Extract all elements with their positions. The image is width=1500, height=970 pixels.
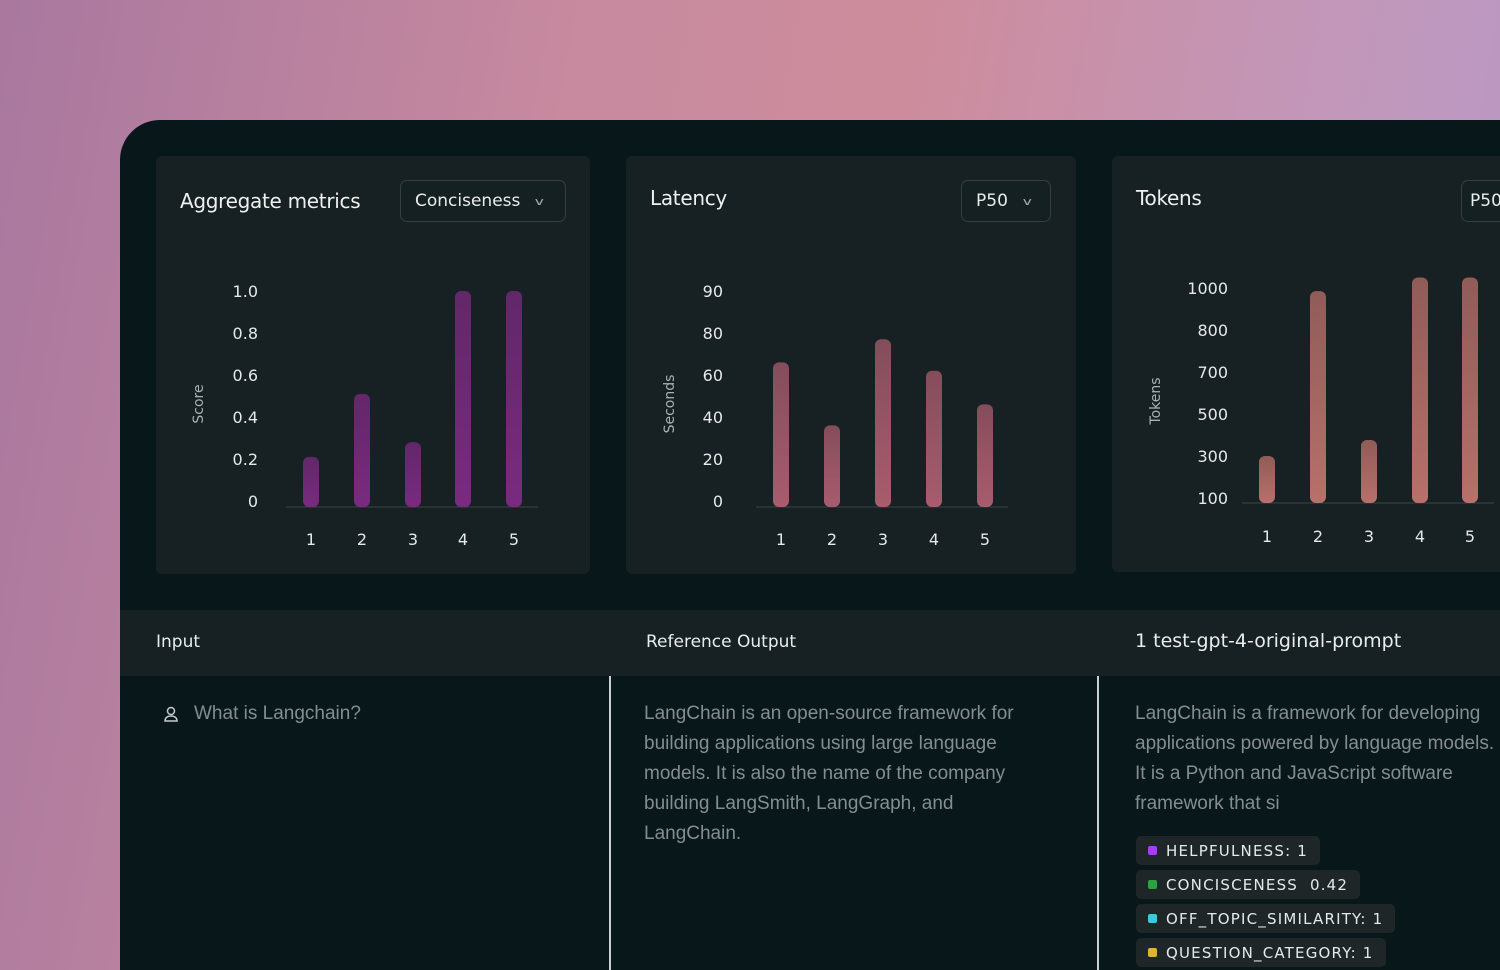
status-dot	[1148, 914, 1157, 923]
bar-chart: 0 0.2 0.4 0.6 0.8 1.0 Score 1 2 3 4 5	[191, 282, 538, 549]
bar-3[interactable]	[875, 339, 891, 507]
status-dot	[1148, 846, 1157, 855]
column-divider	[1097, 676, 1099, 970]
user-icon	[164, 706, 178, 722]
chevron-down-icon: v	[1022, 194, 1032, 208]
y-tick-label: 80	[703, 324, 723, 343]
column-header-input: Input	[156, 632, 201, 652]
bar-5[interactable]	[1462, 277, 1478, 504]
y-tick-label: 700	[1197, 363, 1228, 382]
y-tick-label: 0.4	[233, 408, 258, 427]
y-tick-label: 0.8	[233, 324, 258, 343]
x-tick-label: 2	[827, 530, 837, 549]
y-tick-label: 100	[1197, 489, 1228, 508]
app-panel: Aggregate metrics Conciseness v 0 0.2 0.4 0.…	[120, 120, 1500, 970]
x-tick-label: 5	[509, 530, 519, 549]
feedback-badge-off-topic-similarity[interactable]: OFF_TOPIC_SIMILARITY: 1	[1136, 904, 1396, 933]
y-tick-label: 40	[703, 408, 723, 427]
bar-4[interactable]	[926, 370, 942, 507]
bar-2[interactable]	[1310, 291, 1326, 503]
bar-1[interactable]	[303, 456, 319, 507]
x-tick-label: 3	[878, 530, 888, 549]
x-tick-label: 5	[980, 530, 990, 549]
bar-4[interactable]	[1412, 277, 1428, 504]
badge-label: HELPFULNESS: 1	[1166, 841, 1309, 860]
tokens-card: Tokens P50 100 300 500 700 800 1000 Tokens 1 2 3 4…	[1112, 156, 1500, 572]
table-header: Input Reference Output 1 test-gpt-4-orig…	[120, 610, 1500, 676]
column-header-experiment[interactable]: 1 test-gpt-4-original-prompt	[1135, 630, 1402, 652]
y-tick-label: 0	[248, 492, 258, 511]
bar-2[interactable]	[824, 425, 840, 507]
status-dot	[1148, 948, 1157, 957]
y-tick-label: 300	[1197, 447, 1228, 466]
bar-2[interactable]	[354, 393, 370, 507]
tokens-percentile-select[interactable]: P50	[1461, 180, 1500, 222]
y-tick-label: 1000	[1187, 279, 1228, 298]
x-tick-label: 3	[408, 530, 418, 549]
column-divider	[609, 676, 611, 970]
badge-label: OFF_TOPIC_SIMILARITY: 1	[1166, 909, 1384, 928]
bar-5[interactable]	[977, 404, 993, 507]
bar-4[interactable]	[455, 291, 471, 507]
experiment-output-text: LangChain is a framework for developing …	[1135, 703, 1495, 814]
bar-chart: 0 20 40 60 80 90 Seconds 1 2 3 4 5	[662, 282, 1008, 549]
y-tick-label: 800	[1197, 321, 1228, 340]
latency-card: Latency P50 v 0 20 40 60 80 90 Seconds 1 2 3 4 5	[626, 156, 1076, 574]
y-tick-label: 20	[703, 450, 723, 469]
badge-label: CONCISCENESS 0.42	[1166, 875, 1349, 894]
y-tick-label: 0.6	[233, 366, 258, 385]
x-tick-label: 2	[357, 530, 367, 549]
table-row-input: What is Langchain?	[162, 699, 361, 729]
y-axis-label: Score	[191, 384, 207, 423]
metric-select[interactable]: Conciseness v	[400, 180, 566, 222]
y-tick-label: 0.2	[233, 450, 258, 469]
feedback-badge-conciseness[interactable]: CONCISCENESS 0.42	[1136, 870, 1361, 899]
select-value: Conciseness	[415, 191, 521, 211]
x-tick-label: 1	[1262, 527, 1272, 546]
select-value: P50	[1470, 191, 1500, 211]
x-tick-label: 5	[1465, 527, 1475, 546]
feedback-badge-question-category[interactable]: QUESTION_CATEGORY: 1	[1136, 938, 1386, 967]
column-header-reference-output: Reference Output	[646, 632, 797, 652]
bar-1[interactable]	[1259, 456, 1275, 503]
input-text: What is Langchain?	[194, 703, 361, 724]
aggregate-metrics-card: Aggregate metrics Conciseness v 0 0.2 0.4 0.…	[156, 156, 590, 574]
feedback-badge-helpfulness[interactable]: HELPFULNESS: 1	[1136, 836, 1321, 865]
x-tick-label: 4	[929, 530, 939, 549]
status-dot	[1148, 880, 1157, 889]
card-title: Latency	[650, 186, 727, 210]
latency-percentile-select[interactable]: P50 v	[961, 180, 1051, 222]
bar-3[interactable]	[405, 442, 421, 507]
bar-5[interactable]	[506, 291, 522, 507]
y-tick-label: 500	[1197, 405, 1228, 424]
badge-label: QUESTION_CATEGORY: 1	[1166, 943, 1374, 962]
y-tick-label: 0	[713, 492, 723, 511]
x-tick-label: 4	[1415, 527, 1425, 546]
chevron-down-icon: v	[535, 194, 545, 208]
x-tick-label: 3	[1364, 527, 1374, 546]
x-tick-label: 1	[306, 530, 316, 549]
y-tick-label: 60	[703, 366, 723, 385]
y-tick-label: 1.0	[233, 282, 258, 301]
x-tick-label: 1	[776, 530, 786, 549]
bar-chart: 100 300 500 700 800 1000 Tokens 1 2 3 4 5	[1148, 277, 1494, 546]
bar-3[interactable]	[1361, 440, 1377, 503]
card-title: Aggregate metrics	[180, 189, 361, 213]
y-axis-label: Tokens	[1148, 377, 1164, 425]
select-value: P50	[976, 191, 1008, 211]
x-tick-label: 4	[458, 530, 468, 549]
card-title: Tokens	[1136, 186, 1202, 210]
x-tick-label: 2	[1313, 527, 1323, 546]
bar-1[interactable]	[773, 362, 789, 507]
y-axis-label: Seconds	[662, 375, 678, 434]
reference-output-text: LangChain is an open-source framework fo…	[644, 703, 1014, 844]
y-tick-label: 90	[703, 282, 723, 301]
